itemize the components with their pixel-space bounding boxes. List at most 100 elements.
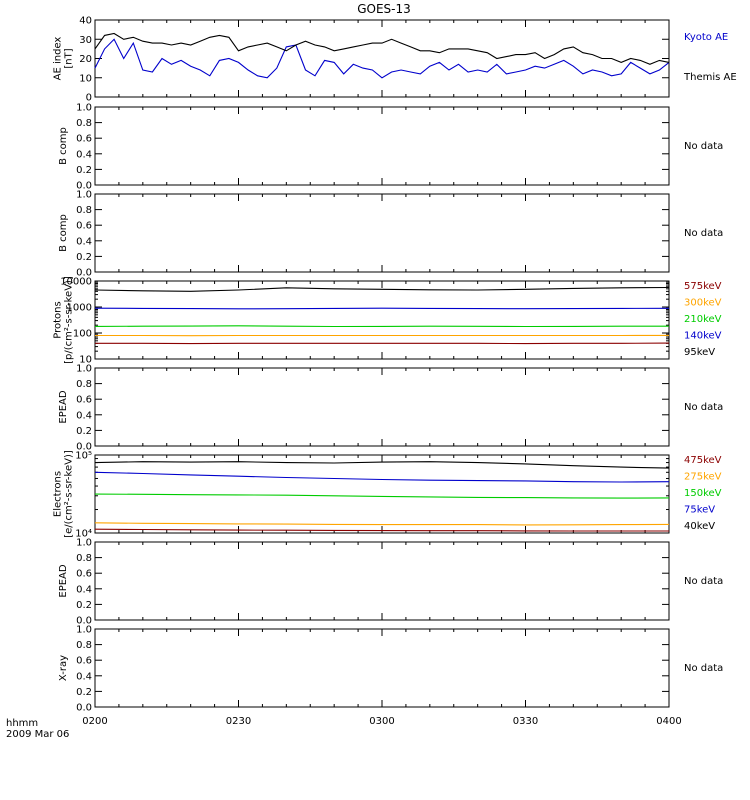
y-axis-label: Protons [53,301,64,338]
chart-title: GOES-13 [357,2,411,16]
y-axis-label: AE index [53,37,64,81]
y-tick-label: 1.0 [76,364,92,375]
no-data-label: No data [684,228,723,239]
y-tick-label: 0.6 [76,134,92,145]
y-tick-label: 30 [79,35,92,46]
series-line [94,461,670,469]
legend-label: 275keV [684,472,722,483]
legend-label: 575keV [684,281,722,292]
y-tick-label: 10 [79,355,92,366]
y-tick-label: 0.4 [76,149,92,160]
y-tick-label: 0.8 [76,640,92,651]
legend-label: Themis AE [683,72,737,83]
legend-label: 75keV [684,505,715,516]
panel-frame [94,454,670,534]
y-tick-label: 40 [79,16,92,27]
time-axis-label: hhmm [6,718,38,729]
y-tick-label: 0.2 [76,600,92,611]
y-tick-label: 0.6 [76,569,92,580]
y-axis-label: EPEAD [58,564,69,598]
series-line [94,307,670,310]
panel-epead2: 0.0 0.2 0.4 0.6 0.8 1.0 EPEAD No data [58,538,723,627]
y-tick-label: 0.0 [76,442,92,453]
legend-label: 210keV [684,314,722,325]
y-axis-label: Electrons [53,471,64,517]
time-axis-date: 2009 Mar 06 [6,729,69,740]
y-tick-label: 100 [73,329,92,340]
y-tick-label: 0.2 [76,165,92,176]
y-axis-label: [p/(cm²-s-sr-keV)] [64,276,75,364]
y-tick-label: 1.0 [76,538,92,549]
y-tick-label: 0.4 [76,236,92,247]
y-tick-label: 0 [86,93,92,104]
legend-label: 475keV [684,455,722,466]
panel-frame [94,628,670,708]
y-tick-label: 0.4 [76,584,92,595]
y-axis-label: B comp [58,214,69,252]
y-tick-label: 10 [79,73,92,84]
no-data-label: No data [684,141,723,152]
y-tick-label: 0.2 [76,426,92,437]
y-tick-label: 0.6 [76,656,92,667]
y-tick-label: 0.4 [76,410,92,421]
y-tick-label: 10000 [60,277,92,288]
y-tick-label: 0.8 [76,379,92,390]
series-line [94,32,670,65]
panel-frame [94,193,670,273]
y-tick-label: 0.8 [76,205,92,216]
panel-xray: 0.0 0.2 0.4 0.6 0.8 1.0 X-ray No data [58,625,723,714]
y-tick-label: 0.6 [76,221,92,232]
panel-frame [94,367,670,447]
no-data-label: No data [684,576,723,587]
y-axis-label: B comp [58,127,69,165]
series-line [94,286,670,292]
y-tick-label: 20 [79,54,92,65]
legend-label: 300keV [684,298,722,309]
y-tick-label: 0.0 [76,616,92,627]
x-tick-label: 0200 [82,716,107,727]
panel-electrons: 10⁴ 10⁵ Electrons [e/(cm²-s-sr-keV)] 475keV 2… [53,450,722,539]
y-tick-label: 0.8 [76,118,92,129]
y-tick-label: 0.4 [76,671,92,682]
x-tick-label: 0330 [513,716,538,727]
series-line [95,342,670,345]
panel-frame [94,106,670,186]
y-axis-label: X-ray [58,655,69,681]
y-tick-label: 10⁵ [75,451,92,462]
legend-label: 150keV [684,488,722,499]
no-data-label: No data [684,663,723,674]
y-axis-label: [e/(cm²-s-sr-keV)] [64,450,75,538]
x-tick-label: 0400 [656,716,681,727]
no-data-label: No data [684,402,723,413]
series-line [94,493,670,499]
panel-b2: 0.0 0.2 0.4 0.6 0.8 1.0 B comp No data [58,190,723,279]
legend-label: 95keV [684,347,715,358]
panel-frame [94,19,670,98]
panel-protons: 10 100 1000 10000 Protons [p/(cm²-s-sr-keV)] 5… [53,276,722,365]
y-tick-label: 1000 [67,303,92,314]
y-tick-label: 0.0 [76,703,92,714]
series-line [94,325,669,328]
y-axis-label: [nT] [64,48,75,68]
series-line [94,471,670,483]
panel-frame [94,280,670,360]
series-line [94,522,670,526]
y-tick-label: 1.0 [76,103,92,114]
x-tick-label: 0300 [369,716,394,727]
series-line [94,528,669,532]
y-tick-label: 0.0 [76,181,92,192]
y-axis-label: EPEAD [58,390,69,424]
y-tick-label: 0.6 [76,395,92,406]
y-tick-label: 10⁴ [75,529,92,540]
panel-b1: 0.0 0.2 0.4 0.6 0.8 1.0 B comp No data [58,103,723,192]
legend-label: 140keV [684,331,722,342]
series-line [94,38,670,79]
panel-epead1: 0.0 0.2 0.4 0.6 0.8 1.0 EPEAD No data [58,364,723,453]
y-tick-label: 0.2 [76,252,92,263]
y-tick-label: 1.0 [76,625,92,636]
x-tick-label: 0230 [226,716,251,727]
y-tick-label: 0.2 [76,687,92,698]
y-tick-label: 1.0 [76,190,92,201]
panel-frame [94,541,670,621]
y-tick-label: 0.0 [76,268,92,279]
